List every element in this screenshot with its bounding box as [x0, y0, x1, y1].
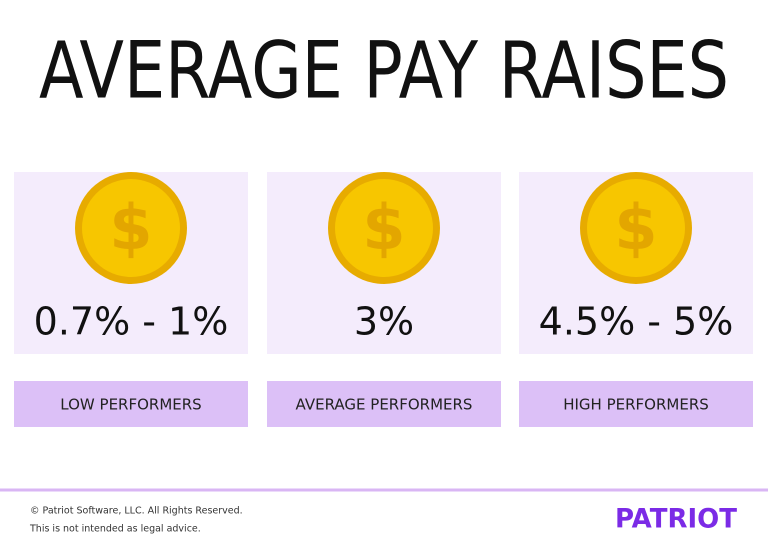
title: AVERAGE PAY RAISES — [39, 26, 729, 116]
copyright: © Patriot Software, LLC. All Rights Rese… — [30, 506, 243, 517]
logo: PATRIOT — [615, 504, 738, 535]
coin-symbol: $ — [614, 191, 657, 264]
raise-value: 0.7% - 1% — [34, 300, 229, 344]
disclaimer: This is not intended as legal advice. — [29, 524, 201, 535]
performer-label: HIGH PERFORMERS — [563, 396, 709, 414]
performer-label: LOW PERFORMERS — [60, 396, 201, 414]
coin-symbol: $ — [362, 191, 405, 264]
coin-face — [335, 179, 433, 277]
label-box — [519, 381, 753, 427]
coin-face — [587, 179, 685, 277]
coin-symbol: $ — [109, 191, 152, 264]
coin-face — [82, 179, 180, 277]
label-box — [267, 381, 501, 427]
performer-label: AVERAGE PERFORMERS — [296, 396, 473, 414]
label-box — [14, 381, 248, 427]
raise-value: 3% — [354, 300, 414, 344]
raise-value: 4.5% - 5% — [539, 300, 734, 344]
